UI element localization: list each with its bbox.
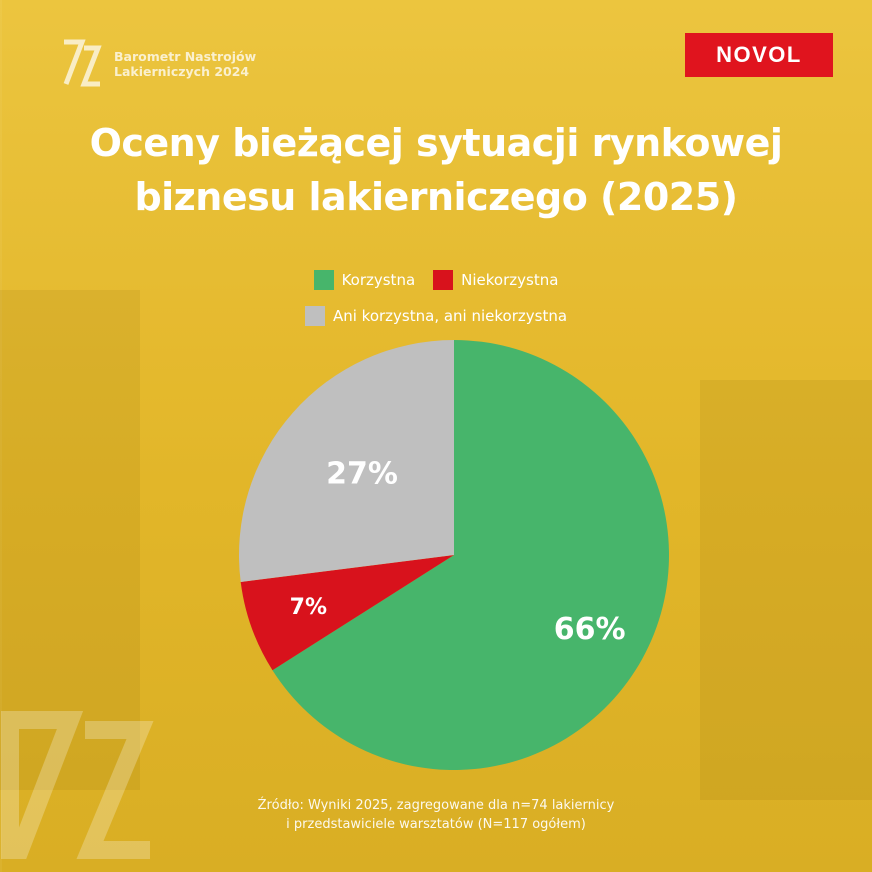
barometr-logo-icon [63,39,102,87]
legend-item-neutral: Ani korzystna, ani niekorzystna [304,306,568,326]
legend-swatch-niekorzystna [433,270,454,290]
brand-block: Barometr Nastrojów Lakierniczych 2024 [60,38,256,90]
page-title: Oceny bieżącej sytuacji rynkowej biznesu… [0,116,872,224]
title-line-1: Oceny bieżącej sytuacji rynkowej [89,121,783,165]
pie-label-neutral: 27% [326,456,398,491]
legend-label-neutral: Ani korzystna, ani niekorzystna [332,307,568,325]
background-decor [0,290,140,790]
legend-label-korzystna: Korzystna [341,271,416,289]
source-line-2: i przedstawiciele warsztatów (N=117 ogół… [286,817,586,832]
pie-slice-korzystna [272,340,669,771]
pie-label-niekorzystna: 7% [290,595,327,620]
legend-item-niekorzystna: Niekorzystna [433,270,558,290]
legend-swatch-korzystna [313,270,334,290]
legend-label-niekorzystna: Niekorzystna [461,271,559,289]
legend-row: Korzystna Niekorzystna [0,270,872,290]
background-decor [700,380,872,800]
pie-slice-niekorzystna [240,555,454,671]
watermark-logo-icon [1,711,154,859]
pie-label-korzystna: 66% [554,612,626,647]
pie-slice-neutral [239,340,454,582]
brand-text: Barometr Nastrojów Lakierniczych 2024 [114,49,256,79]
source-note: Źródło: Wyniki 2025, zagregowane dla n=7… [0,796,872,834]
brand-line-2: Lakierniczych 2024 [114,64,250,79]
title-line-2: biznesu lakierniczego (2025) [134,175,738,219]
chart-legend: Korzystna Niekorzystna Ani korzystna, an… [0,270,872,342]
legend-swatch-neutral [304,306,325,326]
legend-item-korzystna: Korzystna [313,270,416,290]
source-line-1: Źródło: Wyniki 2025, zagregowane dla n=7… [257,798,615,813]
brand-line-1: Barometr Nastrojów [114,49,257,64]
novol-logo: NOVOL [685,33,833,77]
legend-row: Ani korzystna, ani niekorzystna [0,306,872,326]
